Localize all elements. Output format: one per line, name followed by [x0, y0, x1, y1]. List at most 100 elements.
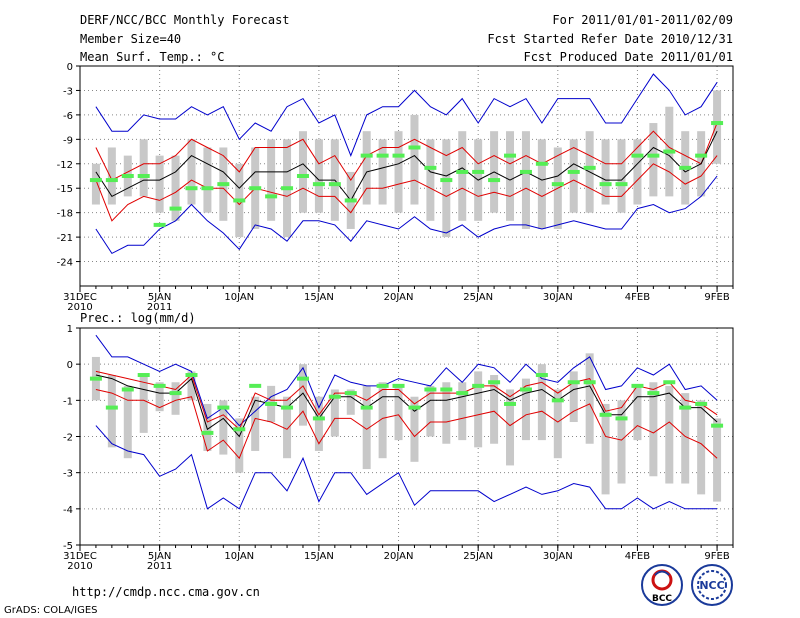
- observed-mark: [424, 387, 437, 392]
- y-tick-label: 1: [67, 324, 73, 335]
- x-tick-label: 10JAN: [224, 551, 254, 562]
- observed-mark: [631, 153, 644, 158]
- ensemble-box: [362, 385, 371, 470]
- observed-mark: [488, 380, 501, 385]
- observed-mark: [89, 178, 102, 183]
- observed-mark: [408, 405, 421, 410]
- ensemble-box: [107, 375, 116, 448]
- precipitation-panel-title: Prec.: log(mm/d): [80, 311, 196, 325]
- observed-mark: [201, 186, 214, 191]
- observed-mark: [535, 161, 548, 166]
- observed-mark: [488, 178, 501, 183]
- observed-mark: [711, 121, 724, 126]
- x-tick-year-label: 2011: [147, 561, 172, 572]
- ensemble-box: [362, 131, 371, 205]
- observed-mark: [472, 169, 485, 174]
- x-tick-label: 15JAN: [304, 551, 334, 562]
- ensemble-box: [569, 139, 578, 213]
- observed-mark: [249, 383, 262, 388]
- observed-mark: [328, 182, 341, 187]
- grads-credit: GrADS: COLA/IGES: [4, 605, 98, 616]
- series-max-line: [95, 73, 718, 157]
- ensemble-box: [713, 90, 722, 164]
- observed-mark: [535, 373, 548, 378]
- y-tick-label: 0: [67, 360, 73, 371]
- observed-mark: [344, 198, 357, 203]
- ensemble-box: [394, 385, 403, 441]
- ensemble-box: [569, 371, 578, 423]
- x-tick-label: 30JAN: [543, 551, 573, 562]
- series-upper-line: [95, 370, 718, 431]
- ensemble-box: [155, 155, 164, 213]
- x-tick-label: 5JAN: [148, 551, 171, 562]
- ensemble-box: [458, 382, 467, 441]
- ensemble-box: [506, 131, 515, 221]
- x-tick-label: 31DEC: [63, 551, 97, 562]
- ensemble-box: [251, 396, 260, 451]
- ensemble-box: [426, 385, 435, 437]
- ensemble-box: [378, 139, 387, 205]
- x-tick-label: 10JAN: [224, 292, 254, 303]
- x-tick-label: 20JAN: [384, 551, 414, 562]
- observed-mark: [695, 401, 708, 406]
- ensemble-box: [171, 382, 180, 415]
- x-tick-label: 25JAN: [463, 551, 493, 562]
- ensemble-box: [521, 131, 530, 229]
- ensemble-box: [633, 139, 642, 205]
- x-tick-label: 30JAN: [543, 292, 573, 303]
- ensemble-box: [346, 389, 355, 415]
- y-tick-label: -18: [57, 209, 73, 220]
- observed-mark: [281, 186, 294, 191]
- y-tick-label: -1: [63, 396, 73, 407]
- observed-mark: [392, 383, 405, 388]
- y-tick-label: -4: [63, 505, 73, 516]
- y-tick-label: -6: [63, 111, 73, 122]
- observed-mark: [711, 423, 724, 428]
- ensemble-box: [107, 147, 116, 205]
- y-tick-label: -3: [63, 86, 73, 97]
- forecast-started-date: Fcst Started Refer Date 2010/12/31: [487, 32, 733, 46]
- series-min-line: [95, 175, 718, 255]
- observed-mark: [551, 182, 564, 187]
- y-tick-label: -12: [57, 160, 73, 171]
- observed-mark: [504, 401, 517, 406]
- ensemble-box: [219, 400, 228, 455]
- observed-mark: [472, 383, 485, 388]
- observed-mark: [265, 401, 278, 406]
- observed-mark: [440, 387, 453, 392]
- observed-mark: [456, 169, 469, 174]
- ensemble-box: [139, 375, 148, 433]
- y-tick-label: -3: [63, 469, 73, 480]
- observed-mark: [185, 373, 198, 378]
- source-url[interactable]: http://cmdp.ncc.cma.gov.cn: [72, 585, 260, 599]
- observed-mark: [137, 174, 150, 178]
- ensemble-box: [633, 385, 642, 441]
- observed-mark: [328, 394, 341, 399]
- series-min-line: [95, 425, 718, 510]
- y-tick-label: -2: [63, 433, 73, 444]
- ensemble-box: [617, 139, 626, 213]
- observed-mark: [599, 182, 612, 187]
- x-tick-label: 15JAN: [304, 292, 334, 303]
- observed-mark: [201, 430, 214, 435]
- x-tick-year-label: 2010: [67, 302, 92, 313]
- observed-mark: [519, 169, 532, 174]
- observed-mark: [360, 405, 373, 410]
- ensemble-box: [139, 139, 148, 197]
- ncc-logo-text: NCC: [699, 579, 724, 592]
- ensemble-box: [235, 418, 244, 473]
- bcc-logo: BCC: [641, 564, 683, 606]
- ensemble-box: [203, 403, 212, 451]
- observed-mark: [456, 391, 469, 396]
- ensemble-box: [410, 396, 419, 462]
- observed-mark: [169, 391, 182, 396]
- ensemble-box: [665, 385, 674, 484]
- x-tick-label: 5JAN: [148, 292, 171, 303]
- x-tick-year-label: 2010: [67, 561, 92, 572]
- observed-mark: [551, 398, 564, 403]
- series-mean-line: [95, 374, 718, 438]
- ensemble-box: [458, 131, 467, 221]
- ensemble-box: [585, 353, 594, 444]
- ensemble-box: [298, 131, 307, 213]
